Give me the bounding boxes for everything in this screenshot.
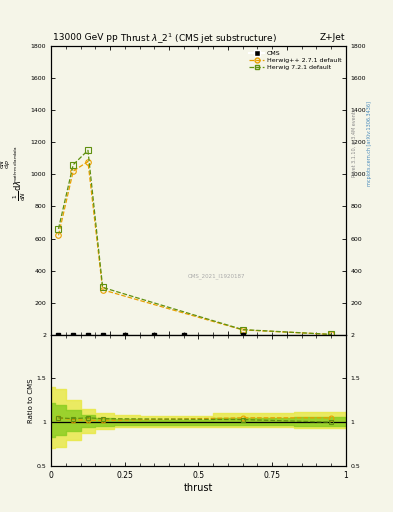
- Y-axis label: Ratio to CMS: Ratio to CMS: [28, 378, 34, 422]
- Text: Rivet 3.1.10, ≥ 3.4M events: Rivet 3.1.10, ≥ 3.4M events: [352, 109, 357, 178]
- Text: 13000 GeV pp: 13000 GeV pp: [53, 33, 118, 42]
- Y-axis label: $\frac{1}{\mathrm{d}N} \/ \mathrm{d}\lambda$: $\frac{1}{\mathrm{d}N} \/ \mathrm{d}\lam…: [11, 179, 28, 201]
- Text: mcplots.cern.ch [arXiv:1306.3436]: mcplots.cern.ch [arXiv:1306.3436]: [367, 101, 372, 186]
- Text: $\mathrm{d}N$: $\mathrm{d}N$: [0, 159, 6, 169]
- Legend: CMS, Herwig++ 2.7.1 default, Herwig 7.2.1 default: CMS, Herwig++ 2.7.1 default, Herwig 7.2.…: [248, 49, 343, 72]
- Text: $\mathrm{mathrm\,d\,lambda}$: $\mathrm{mathrm\,d\,lambda}$: [12, 145, 19, 183]
- Title: Thrust $\lambda\_2^1$ (CMS jet substructure): Thrust $\lambda\_2^1$ (CMS jet substruct…: [120, 32, 277, 46]
- X-axis label: thrust: thrust: [184, 482, 213, 493]
- Text: CMS_2021_I1920187: CMS_2021_I1920187: [187, 273, 245, 279]
- Text: $\mathrm{d}\,p$: $\mathrm{d}\,p$: [4, 159, 12, 169]
- Text: Z+Jet: Z+Jet: [320, 33, 345, 42]
